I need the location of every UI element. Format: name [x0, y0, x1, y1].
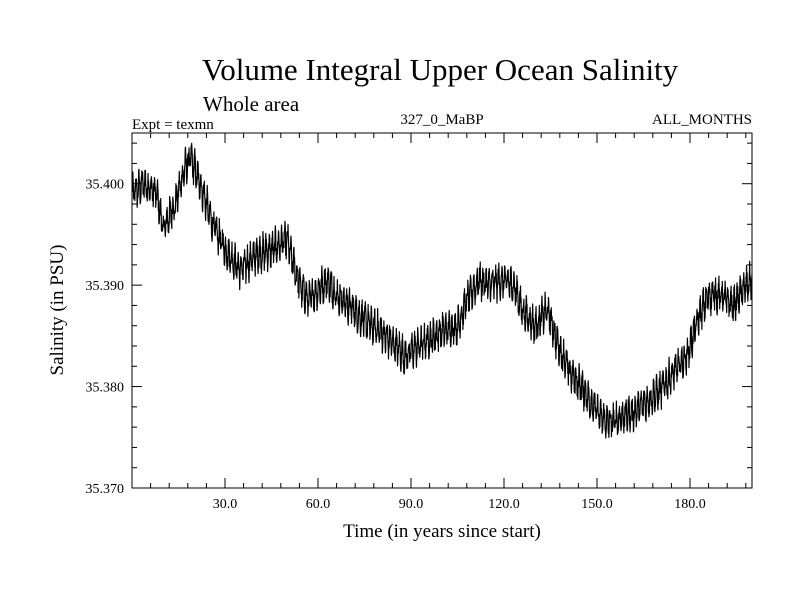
x-tick-label: 150.0: [581, 497, 613, 512]
y-tick-label: 35.380: [86, 381, 125, 396]
experiment-label: Expt = texmn: [132, 117, 214, 133]
y-tick-label: 35.390: [86, 279, 125, 294]
y-tick-label: 35.400: [86, 178, 125, 193]
x-tick-label: 60.0: [306, 497, 331, 512]
y-axis-label: Salinity (in PSU): [47, 245, 68, 376]
series-layer: [131, 142, 753, 439]
x-tick-label: 180.0: [674, 497, 706, 512]
y-axis: 35.370 35.380 35.390 35.400: [86, 142, 752, 497]
x-axis: 30.0 60.0 90.0 120.0 150.0 180.0: [131, 133, 747, 512]
x-tick-label: 30.0: [213, 497, 238, 512]
x-axis-label: Time (in years since start): [343, 521, 541, 542]
y-tick-label: 35.370: [86, 482, 125, 497]
x-tick-label: 120.0: [488, 497, 520, 512]
x-tick-label: 90.0: [399, 497, 424, 512]
run-id-label: 327_0_MaBP: [400, 112, 483, 128]
chart-subtitle: Whole area: [203, 92, 300, 116]
plot-frame: [131, 132, 753, 489]
chart-title: Volume Integral Upper Ocean Salinity: [202, 52, 679, 87]
months-label: ALL_MONTHS: [652, 112, 752, 128]
series-line-salinity: [131, 142, 753, 439]
